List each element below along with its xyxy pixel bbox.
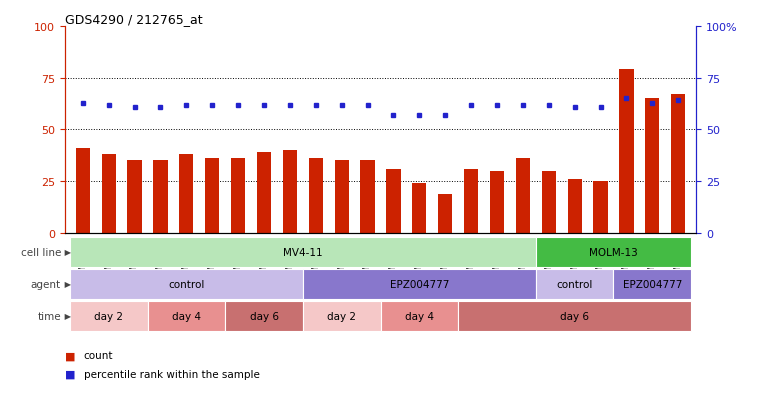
Text: day 2: day 2 [327, 311, 356, 321]
Bar [148, 301, 225, 331]
Text: control: control [168, 279, 205, 289]
Bar [542, 171, 556, 233]
Text: percentile rank within the sample: percentile rank within the sample [84, 369, 260, 379]
Text: ■: ■ [65, 351, 75, 361]
Bar [387, 169, 400, 233]
Bar [380, 301, 458, 331]
Text: MV4-11: MV4-11 [283, 247, 323, 257]
Bar [490, 171, 504, 233]
Bar [438, 194, 452, 233]
Bar [516, 159, 530, 233]
Bar [257, 153, 271, 233]
Bar [205, 159, 219, 233]
Bar [70, 269, 303, 299]
Text: ■: ■ [65, 369, 75, 379]
Bar [75, 149, 90, 233]
Text: MOLM-13: MOLM-13 [589, 247, 638, 257]
Text: day 4: day 4 [172, 311, 201, 321]
Text: control: control [556, 279, 593, 289]
Bar [536, 269, 613, 299]
Text: EPZ004777: EPZ004777 [622, 279, 682, 289]
Text: ▶: ▶ [62, 248, 72, 257]
Text: agent: agent [30, 279, 61, 289]
Text: EPZ004777: EPZ004777 [390, 279, 449, 289]
Text: day 4: day 4 [405, 311, 434, 321]
Text: day 6: day 6 [250, 311, 279, 321]
Bar [101, 155, 116, 233]
Text: day 2: day 2 [94, 311, 123, 321]
Bar [70, 301, 148, 331]
Text: ▶: ▶ [62, 280, 72, 289]
Bar [335, 161, 349, 233]
Text: count: count [84, 351, 113, 361]
Bar [127, 161, 142, 233]
Text: GDS4290 / 212765_at: GDS4290 / 212765_at [65, 13, 202, 26]
Bar [303, 301, 380, 331]
Text: day 6: day 6 [560, 311, 589, 321]
Bar [645, 99, 660, 233]
Bar [231, 159, 245, 233]
Bar [70, 237, 536, 267]
Text: cell line: cell line [21, 247, 61, 257]
Bar [283, 151, 297, 233]
Bar [154, 161, 167, 233]
Bar [225, 301, 303, 331]
Bar [412, 184, 426, 233]
Bar [361, 161, 374, 233]
Bar [309, 159, 323, 233]
Text: ▶: ▶ [62, 311, 72, 320]
Bar [594, 182, 607, 233]
Bar [568, 180, 581, 233]
Bar [303, 269, 536, 299]
Bar [619, 70, 634, 233]
Text: time: time [37, 311, 61, 321]
Bar [613, 269, 691, 299]
Bar [180, 155, 193, 233]
Bar [464, 169, 478, 233]
Bar [671, 95, 686, 233]
Bar [536, 237, 691, 267]
Bar [458, 301, 691, 331]
